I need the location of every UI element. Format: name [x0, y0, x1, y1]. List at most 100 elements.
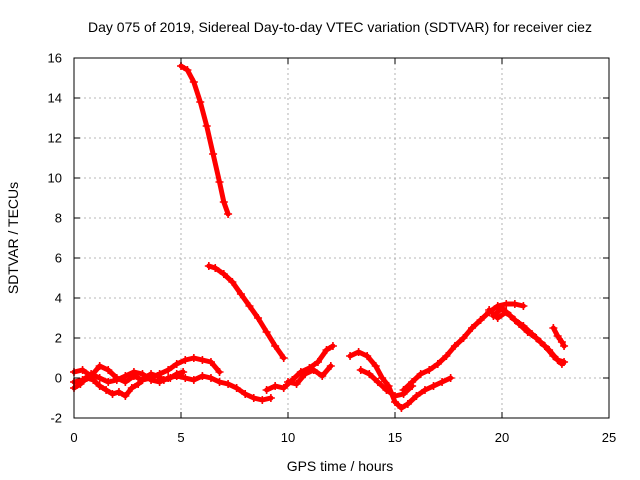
data-point	[215, 178, 224, 186]
data-point	[378, 374, 387, 382]
data-point	[433, 360, 442, 368]
series-trace	[178, 63, 231, 217]
data-point	[196, 98, 205, 106]
data-point	[172, 360, 181, 368]
data-point	[183, 66, 192, 74]
data-point	[553, 332, 562, 340]
series-arc-evening	[399, 300, 528, 394]
data-point	[95, 362, 104, 370]
data-point	[279, 354, 288, 362]
data-point	[450, 342, 459, 350]
data-point	[211, 264, 220, 272]
x-tick-label: 0	[70, 430, 77, 445]
data-point	[155, 378, 164, 386]
y-tick-label: 14	[48, 91, 62, 106]
series-arc-late-b	[489, 304, 566, 368]
data-point	[181, 356, 190, 364]
data-point	[219, 198, 228, 206]
data-point	[363, 352, 372, 360]
data-point	[301, 370, 310, 378]
data-point	[459, 334, 468, 342]
series-arc-descending	[204, 262, 288, 362]
data-point	[121, 392, 130, 400]
data-point	[403, 400, 412, 408]
data-point	[397, 404, 406, 412]
x-tick-label: 10	[281, 430, 295, 445]
data-point	[292, 380, 301, 388]
series-trace	[550, 325, 567, 349]
data-point	[138, 370, 147, 378]
y-tick-label: 10	[48, 171, 62, 186]
data-point	[224, 380, 233, 388]
axis-ticks	[73, 57, 610, 419]
data-point	[249, 394, 258, 402]
data-point	[95, 382, 104, 390]
data-point	[87, 370, 96, 378]
data-point	[557, 360, 566, 368]
data-point	[429, 382, 438, 390]
data-point	[326, 362, 335, 370]
data-point	[468, 324, 477, 332]
data-point	[425, 366, 434, 374]
data-point	[549, 324, 558, 332]
series-trace	[206, 263, 287, 361]
data-point	[164, 374, 173, 382]
series-trace	[401, 301, 526, 393]
y-axis-label: SDTVAR / TECUs	[5, 182, 21, 294]
data-point	[446, 374, 455, 382]
data-point	[262, 386, 271, 394]
data-point	[354, 348, 363, 356]
data-point	[420, 386, 429, 394]
series-arc-early-c	[70, 368, 275, 404]
data-point	[202, 122, 211, 130]
data-point	[232, 384, 241, 392]
data-point	[172, 372, 181, 380]
x-tick-labels: 0 5 10 15 20 25	[70, 430, 616, 445]
data-point	[206, 358, 215, 366]
data-point	[258, 396, 267, 404]
data-point	[228, 278, 237, 286]
data-point	[498, 304, 506, 312]
data-point	[164, 366, 173, 374]
data-point	[112, 376, 121, 384]
data-point	[519, 302, 528, 310]
y-tick-label: -2	[50, 411, 62, 426]
data-point	[209, 150, 218, 158]
y-tick-label: 8	[55, 211, 62, 226]
data-point	[204, 262, 213, 270]
data-point	[266, 394, 275, 402]
data-point	[95, 374, 104, 382]
y-tick-label: 16	[48, 51, 62, 66]
series-arc-mid-b	[284, 362, 335, 388]
data-point	[254, 314, 263, 322]
x-tick-label: 25	[602, 430, 616, 445]
data-point	[442, 352, 451, 360]
data-point	[391, 392, 399, 400]
data-point	[328, 342, 337, 350]
y-tick-label: 2	[55, 331, 62, 346]
data-point	[189, 376, 198, 384]
data-point	[502, 300, 511, 308]
data-point	[153, 372, 162, 380]
data-point	[262, 328, 271, 336]
data-point	[215, 378, 224, 386]
data-point	[408, 378, 417, 386]
data-series	[70, 62, 569, 412]
data-point	[532, 334, 541, 342]
data-point	[78, 376, 87, 384]
data-point	[121, 372, 130, 380]
series-arc-noon	[346, 348, 455, 412]
data-point	[114, 388, 123, 396]
y-tick-label: 12	[48, 131, 62, 146]
data-point	[219, 270, 228, 278]
data-point	[365, 370, 374, 378]
y-tick-label: 0	[55, 371, 62, 386]
data-point	[313, 358, 322, 366]
data-point	[189, 354, 198, 362]
data-point	[245, 302, 254, 310]
data-point	[104, 366, 113, 374]
data-point	[506, 312, 515, 320]
series-trace	[347, 349, 454, 411]
data-point	[560, 342, 569, 350]
chart-title: Day 075 of 2019, Sidereal Day-to-day VTE…	[88, 19, 592, 35]
